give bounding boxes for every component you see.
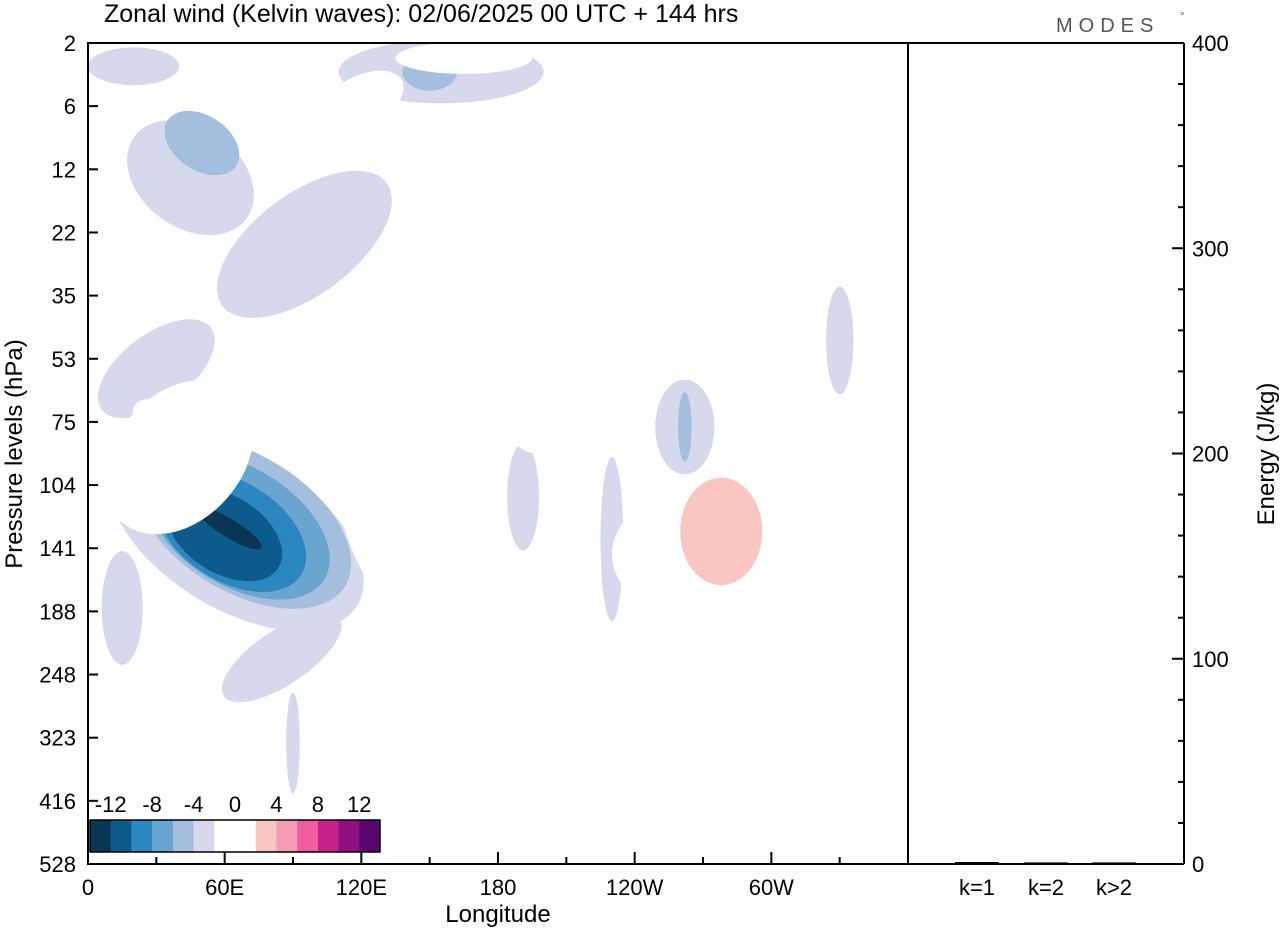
easterly-anomaly-region [164, 110, 240, 176]
longitude-tick-label: 180 [480, 875, 517, 900]
westerly-anomaly-region [496, 674, 591, 812]
pressure-tick-label: 528 [39, 852, 76, 877]
westerly-anomaly-region [775, 568, 831, 683]
longitude-tick-label: 0 [82, 875, 94, 900]
energy-category-label: k=1 [959, 875, 995, 900]
energy-tick-label: 100 [1192, 647, 1229, 672]
colorbar-label: -8 [142, 792, 162, 817]
longitude-tick-label: 60E [205, 875, 244, 900]
pressure-tick-label: 2 [64, 31, 76, 56]
energy-tick-label: 400 [1192, 31, 1229, 56]
chart-title: Zonal wind (Kelvin waves): 02/06/2025 00… [104, 0, 738, 28]
y-axis-label: Pressure levels (hPa) [1, 339, 28, 568]
pressure-tick-label: 22 [52, 220, 76, 245]
colorbar-swatch [338, 820, 360, 852]
westerly-anomaly-region [132, 399, 203, 470]
westerly-anomaly-region [680, 477, 763, 586]
colorbar-swatch [131, 820, 153, 852]
easterly-anomaly-region [507, 443, 539, 551]
colorbar-frame [89, 819, 381, 853]
westerly-anomaly-region [643, 43, 672, 61]
longitude-axis: 0 60E 120E 180 120W 60W [82, 852, 909, 900]
colorbar-label: 0 [229, 792, 241, 817]
contour-area [88, 43, 883, 820]
colorbar-swatch [235, 820, 257, 852]
colorbar: -12 -8 -4 0 4 8 12 [89, 792, 381, 853]
colorbar-swatch [317, 820, 340, 852]
energy-bars [955, 862, 1136, 864]
westerly-anomaly-region [864, 181, 883, 264]
colorbar-swatch [297, 820, 319, 852]
pressure-tick-label: 188 [39, 599, 76, 624]
westerly-anomaly-region [88, 433, 123, 560]
energy-category-label: k>2 [1096, 875, 1132, 900]
westerly-anomaly-region [579, 342, 649, 421]
energy-bar [1092, 862, 1136, 864]
westerly-anomaly-region [318, 70, 404, 132]
easterly-anomaly-region [286, 692, 300, 794]
easterly-anomaly-region [97, 319, 215, 419]
easterly-anomaly-region [217, 170, 392, 318]
brand-mark: ° [1180, 11, 1184, 23]
westerly-anomaly-region [611, 44, 726, 77]
colorbar-swatch [255, 820, 277, 852]
longitude-tick-label: 120W [606, 875, 664, 900]
westerly-anomaly-region [707, 243, 735, 332]
energy-tick-label: 300 [1192, 236, 1229, 261]
energy-tick-label: 200 [1192, 442, 1229, 467]
energy-bar [955, 862, 999, 864]
easterly-anomaly-region [826, 286, 854, 395]
westerly-anomaly-region [191, 54, 235, 96]
colorbar-swatch [172, 820, 195, 852]
westerly-anomaly-region [650, 76, 674, 115]
energy-categories: k=1 k=2 k>2 [959, 875, 1132, 900]
pressure-axis: 2 6 12 22 35 53 75 104 141 188 248 323 416 528 [39, 31, 98, 877]
easterly-anomaly-region [600, 457, 624, 622]
colorbar-label: 8 [312, 792, 324, 817]
westerly-anomaly-region [513, 83, 619, 182]
longitude-tick-label: 120E [336, 875, 387, 900]
colorbar-swatch [152, 820, 174, 852]
pressure-tick-label: 75 [52, 410, 76, 435]
x-axis-label: Longitude [445, 901, 550, 928]
longitude-tick-label: 60W [749, 875, 794, 900]
colorbar-label: 12 [347, 792, 371, 817]
pressure-tick-label: 323 [39, 726, 76, 751]
easterly-anomaly-region [221, 612, 342, 703]
westerly-anomaly-region [386, 480, 419, 582]
colorbar-label: -12 [95, 792, 127, 817]
easterly-anomaly-region [196, 506, 262, 550]
colorbar-swatch [214, 820, 236, 852]
energy-axis: 0 100 200 300 400 [1172, 31, 1229, 877]
pressure-tick-label: 141 [39, 536, 76, 561]
pressure-tick-label: 53 [52, 347, 76, 372]
westerly-anomaly-region [769, 136, 797, 219]
colorbar-swatch [90, 820, 112, 852]
easterly-anomaly-region [101, 551, 143, 665]
pressure-tick-label: 416 [39, 789, 76, 814]
energy-axis-label: Energy (J/kg) [1253, 383, 1280, 526]
colorbar-label: 4 [270, 792, 282, 817]
pressure-tick-label: 104 [39, 473, 76, 498]
easterly-anomaly-region [678, 392, 692, 462]
energy-tick-label: 0 [1192, 852, 1204, 877]
westerly-anomaly-region [712, 737, 726, 820]
colorbar-swatch [193, 820, 215, 852]
westerly-anomaly-region [395, 43, 533, 74]
colorbar-label: -4 [184, 792, 204, 817]
pressure-tick-label: 35 [52, 284, 76, 309]
colorbar-swatch [276, 820, 298, 852]
brand-text: MODES [1056, 15, 1159, 37]
colorbar-swatch [359, 820, 381, 852]
colorbar-swatch [110, 820, 132, 852]
pressure-tick-label: 12 [52, 157, 76, 182]
energy-category-label: k=2 [1028, 875, 1064, 900]
pressure-tick-label: 6 [64, 94, 76, 119]
energy-bar [1024, 862, 1068, 864]
pressure-tick-label: 248 [39, 663, 76, 688]
easterly-anomaly-region [88, 47, 180, 86]
westerly-anomaly-region [502, 389, 563, 455]
modes-logo: MODES ° [1056, 11, 1184, 37]
